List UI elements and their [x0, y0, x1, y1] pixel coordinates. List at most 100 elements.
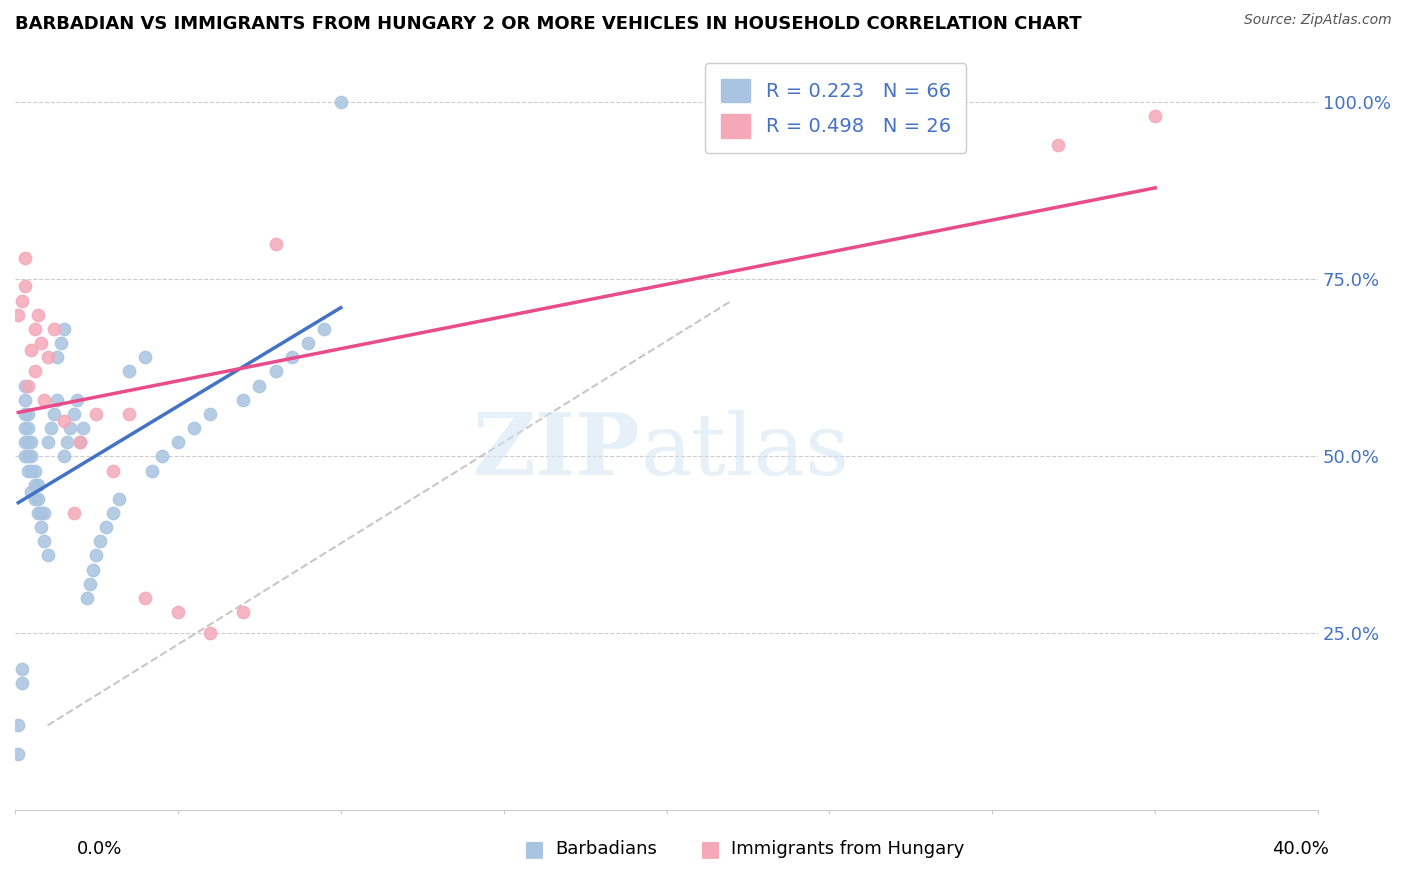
Point	[20, 484, 42, 499]
Point	[24, 491, 46, 506]
Point	[17, 421, 39, 435]
Point	[17, 378, 39, 392]
Point	[27, 308, 49, 322]
Point	[30, 506, 52, 520]
Point	[69, 435, 91, 450]
Point	[27, 506, 49, 520]
Point	[167, 605, 190, 619]
Text: 40.0%: 40.0%	[1272, 840, 1329, 858]
Point	[42, 322, 65, 336]
Point	[79, 576, 101, 591]
Point	[1144, 110, 1167, 124]
Point	[42, 407, 65, 421]
Point	[27, 477, 49, 491]
Point	[72, 421, 94, 435]
Point	[46, 392, 69, 407]
Legend: R = 0.223   N = 66, R = 0.498   N = 26: R = 0.223 N = 66, R = 0.498 N = 26	[706, 63, 966, 153]
Point	[24, 463, 46, 477]
Point	[200, 407, 222, 421]
Point	[56, 435, 79, 450]
Point	[14, 251, 37, 265]
Text: Barbadians: Barbadians	[555, 840, 657, 858]
Point	[20, 450, 42, 464]
Point	[141, 463, 163, 477]
Point	[27, 491, 49, 506]
Text: ■: ■	[700, 839, 720, 859]
Point	[247, 378, 270, 392]
Point	[1046, 137, 1069, 152]
Point	[297, 336, 319, 351]
Point	[52, 450, 75, 464]
Point	[20, 343, 42, 358]
Point	[30, 336, 52, 351]
Point	[86, 549, 108, 563]
Point	[30, 520, 52, 534]
Point	[314, 322, 336, 336]
Point	[76, 591, 98, 605]
Point	[134, 350, 156, 364]
Point	[14, 421, 37, 435]
Point	[34, 534, 56, 549]
Point	[20, 435, 42, 450]
Text: Immigrants from Hungary: Immigrants from Hungary	[731, 840, 965, 858]
Point	[232, 605, 254, 619]
Point	[62, 506, 84, 520]
Point	[200, 626, 222, 640]
Point	[86, 407, 108, 421]
Text: atlas: atlas	[641, 409, 849, 492]
Point	[17, 450, 39, 464]
Point	[14, 450, 37, 464]
Point	[62, 407, 84, 421]
Point	[17, 407, 39, 421]
Point	[24, 477, 46, 491]
Point	[52, 414, 75, 428]
Point	[14, 392, 37, 407]
Text: 0.0%: 0.0%	[77, 840, 122, 858]
Point	[37, 350, 59, 364]
Point	[34, 506, 56, 520]
Point	[49, 336, 72, 351]
Point	[59, 421, 82, 435]
Point	[96, 520, 118, 534]
Point	[14, 407, 37, 421]
Point	[66, 392, 89, 407]
Point	[17, 463, 39, 477]
Text: ■: ■	[524, 839, 544, 859]
Point	[232, 392, 254, 407]
Point	[167, 435, 190, 450]
Point	[69, 435, 91, 450]
Point	[46, 350, 69, 364]
Point	[14, 435, 37, 450]
Point	[52, 322, 75, 336]
Point	[281, 350, 304, 364]
Point	[134, 591, 156, 605]
Text: BARBADIAN VS IMMIGRANTS FROM HUNGARY 2 OR MORE VEHICLES IN HOUSEHOLD CORRELATION: BARBADIAN VS IMMIGRANTS FROM HUNGARY 2 O…	[15, 15, 1081, 33]
Point	[20, 463, 42, 477]
Point	[329, 95, 352, 110]
Point	[37, 549, 59, 563]
Point	[24, 364, 46, 378]
Point	[264, 236, 287, 251]
Point	[34, 392, 56, 407]
Point	[10, 662, 32, 676]
Point	[7, 718, 30, 732]
Point	[183, 421, 205, 435]
Point	[89, 534, 111, 549]
Point	[24, 322, 46, 336]
Text: ZIP: ZIP	[472, 409, 641, 493]
Point	[17, 435, 39, 450]
Point	[150, 450, 173, 464]
Point	[108, 491, 131, 506]
Point	[264, 364, 287, 378]
Text: Source: ZipAtlas.com: Source: ZipAtlas.com	[1244, 13, 1392, 28]
Point	[14, 378, 37, 392]
Point	[118, 407, 141, 421]
Point	[10, 293, 32, 308]
Point	[118, 364, 141, 378]
Point	[101, 506, 124, 520]
Point	[14, 279, 37, 293]
Point	[37, 435, 59, 450]
Point	[7, 308, 30, 322]
Point	[10, 676, 32, 690]
Point	[101, 463, 124, 477]
